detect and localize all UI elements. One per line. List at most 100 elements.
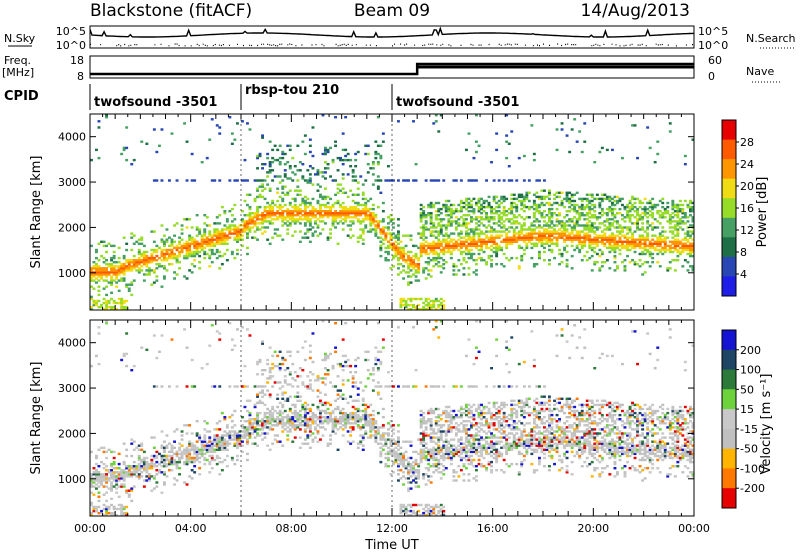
scatter-cell — [271, 424, 275, 427]
scatter-cell — [689, 236, 692, 239]
scatter-cell — [341, 393, 345, 396]
scatter-cell — [414, 263, 418, 266]
scatter-cell — [555, 148, 559, 152]
scatter-cell — [306, 220, 310, 223]
scatter-cell — [459, 232, 463, 235]
scatter-cell — [419, 297, 423, 301]
scatter-cell — [532, 207, 536, 211]
scatter-cell — [331, 222, 335, 225]
scatter-cell — [613, 269, 617, 272]
scatter-cell — [140, 261, 144, 264]
scatter-cell — [600, 197, 604, 201]
scatter-cell — [137, 465, 141, 468]
nave-label: Nave — [746, 65, 774, 78]
scatter-cell — [590, 254, 594, 258]
scatter-cell — [142, 462, 146, 466]
scatter-cell — [611, 240, 614, 243]
scatter-cell — [497, 216, 501, 219]
scatter-cell — [223, 446, 227, 449]
scatter-cell — [220, 448, 224, 451]
scatter-cell — [339, 395, 342, 398]
scatter-cell — [346, 418, 350, 421]
scatter-cell — [344, 207, 348, 211]
scatter-cell — [281, 358, 285, 362]
scatter-cell — [90, 473, 93, 476]
scatter-cell — [334, 179, 337, 182]
scatter-cell — [173, 256, 176, 260]
scatter-cell — [301, 201, 305, 205]
scatter-cell — [230, 420, 234, 423]
scatter-cell — [308, 138, 312, 141]
scatter-cell — [278, 214, 282, 217]
scatter-cell — [364, 413, 368, 417]
scatter-cell — [273, 232, 277, 235]
scatter-cell — [316, 424, 320, 427]
scatter-cell — [402, 250, 405, 254]
scatter-cell — [92, 473, 96, 476]
scatter-cell — [183, 424, 186, 427]
scatter-cell — [205, 156, 209, 160]
scatter-cell — [218, 267, 222, 270]
scatter-cell — [361, 207, 365, 211]
scatter-cell — [447, 236, 451, 239]
scatter-cell — [452, 265, 456, 268]
scatter-cell — [175, 256, 179, 260]
scatter-cell — [422, 212, 426, 215]
scatter-cell — [543, 238, 546, 241]
scatter-cell — [422, 269, 426, 272]
scatter-cell — [409, 275, 413, 278]
scatter-cell — [205, 446, 209, 449]
scatter-cell — [273, 144, 277, 147]
scatter-cell — [246, 399, 249, 402]
scatter-cell — [585, 238, 589, 241]
scatter-cell — [658, 238, 662, 241]
scatter-cell — [208, 244, 212, 248]
scatter-cell — [616, 267, 619, 270]
scatter-cell — [233, 444, 237, 447]
scatter-cell — [110, 259, 113, 262]
scatter-cell — [293, 395, 297, 398]
scatter-cell — [459, 230, 463, 233]
scatter-cell — [321, 426, 325, 429]
scatter-cell — [97, 485, 101, 488]
scatter-cell — [321, 409, 325, 413]
scatter-cell — [593, 205, 597, 209]
scatter-cell — [638, 242, 642, 245]
scatter-cell — [210, 118, 214, 121]
scatter-cell — [301, 163, 305, 166]
scatter-cell — [122, 483, 126, 486]
scatter-cell — [165, 475, 169, 478]
scatter-cell — [467, 203, 471, 207]
scatter-cell — [636, 210, 639, 213]
scatter-cell — [213, 444, 217, 447]
scatter-cell — [215, 440, 219, 443]
scatter-cell — [621, 240, 624, 243]
scatter-cell — [490, 161, 493, 164]
scatter-cell — [256, 395, 259, 398]
scatter-cell — [369, 373, 373, 376]
scatter-cell — [296, 350, 300, 353]
scatter-cell — [437, 254, 441, 258]
scatter-cell — [344, 116, 348, 119]
scatter-cell — [515, 222, 519, 225]
scatter-cell — [115, 467, 119, 470]
scatter-cell — [616, 230, 619, 233]
scatter-cell — [560, 230, 564, 233]
scatter-cell — [641, 218, 645, 221]
scatter-cell — [193, 246, 197, 250]
scatter-cell — [218, 442, 222, 445]
scatter-cell — [210, 236, 214, 239]
scatter-cell — [319, 401, 322, 405]
scatter-cell — [102, 479, 106, 482]
scatter-cell — [278, 409, 282, 413]
scatter-cell — [616, 195, 619, 199]
scatter-cell — [366, 216, 370, 219]
scatter-cell — [538, 236, 541, 239]
scatter-cell — [432, 205, 436, 209]
scatter-cell — [263, 369, 267, 372]
scatter-cell — [407, 254, 410, 258]
scatter-cell — [283, 193, 287, 196]
scatter-cell — [90, 244, 93, 248]
scatter-cell — [298, 422, 302, 425]
scatter-cell — [117, 301, 121, 305]
